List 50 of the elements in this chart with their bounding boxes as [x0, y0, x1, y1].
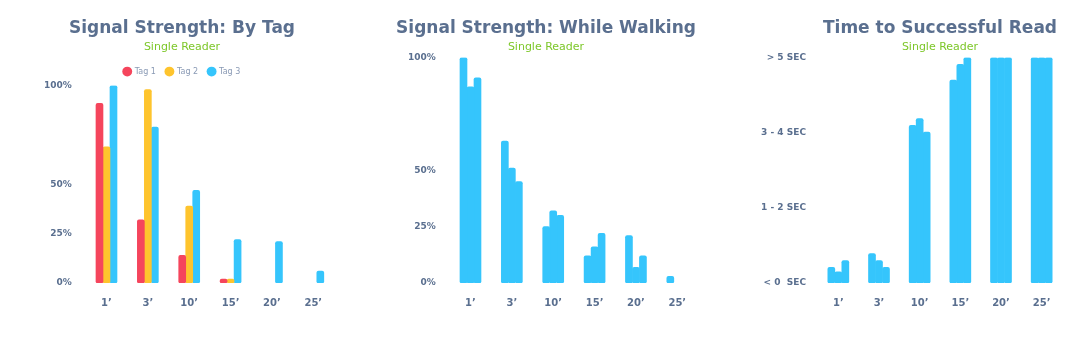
- chart-title: Time to Successful Read: [822, 16, 1058, 37]
- x-tick-label: 3’: [142, 296, 154, 308]
- y-tick-label: 50%: [50, 178, 72, 189]
- bar: [137, 219, 145, 283]
- x-tick-label: 20’: [627, 296, 645, 308]
- bar: [151, 126, 159, 283]
- x-tick-label: 25’: [304, 296, 323, 308]
- y-tick-label: 100%: [407, 51, 436, 62]
- chart-title: Signal Strength: While Walking: [396, 16, 696, 37]
- x-tick-label: 10’: [910, 296, 929, 308]
- y-tick-label: 50%: [414, 164, 436, 175]
- chart-subtitle: Single Reader: [143, 39, 221, 53]
- chart-subtitle: Single Reader: [901, 39, 979, 53]
- text: > 5 SEC: [766, 51, 807, 62]
- legend-label: Tag 3: [218, 66, 241, 76]
- bar: [102, 146, 111, 283]
- x-tick-label: 20’: [263, 296, 281, 308]
- x-tick-label: 10’: [180, 296, 199, 308]
- x-tick-label: 10’: [544, 296, 563, 308]
- legend-label: Tag 2: [175, 66, 199, 76]
- bar: [144, 89, 152, 283]
- x-tick-label: 15’: [221, 296, 240, 308]
- bar: [178, 255, 187, 283]
- x-tick-label: 25’: [668, 296, 687, 308]
- y-tick-label: 25%: [50, 227, 72, 238]
- legend-label: Tag 1: [133, 66, 156, 76]
- x-tick-label: 15’: [585, 296, 604, 308]
- y-tick-label: 25%: [414, 220, 436, 231]
- bar: [233, 239, 242, 283]
- x-tick-label: 20’: [992, 296, 1010, 308]
- bar: [275, 241, 283, 283]
- y-tick-label: 0%: [56, 277, 72, 288]
- y-tick-label: 0%: [420, 277, 436, 288]
- bar: [95, 103, 104, 283]
- bar: [192, 189, 201, 283]
- chart-title: Signal Strength: By Tag: [68, 16, 296, 37]
- x-tick-label: 25’: [1032, 296, 1051, 308]
- x-tick-label: 3’: [873, 296, 885, 308]
- text: 1 - 2 SEC: [761, 202, 807, 213]
- bar: [109, 85, 118, 283]
- chart-subtitle: Single Reader: [507, 39, 585, 53]
- bar: [185, 205, 194, 283]
- x-tick-label: 3’: [506, 296, 518, 308]
- y-tick-label: 100%: [43, 79, 72, 90]
- text: 3 - 4 SEC: [761, 127, 807, 138]
- x-tick-label: 1’: [465, 296, 476, 308]
- text: < 0 SEC: [763, 277, 807, 288]
- x-tick-label: 1’: [101, 296, 112, 308]
- x-tick-label: 15’: [951, 296, 970, 308]
- x-tick-label: 1’: [832, 296, 844, 308]
